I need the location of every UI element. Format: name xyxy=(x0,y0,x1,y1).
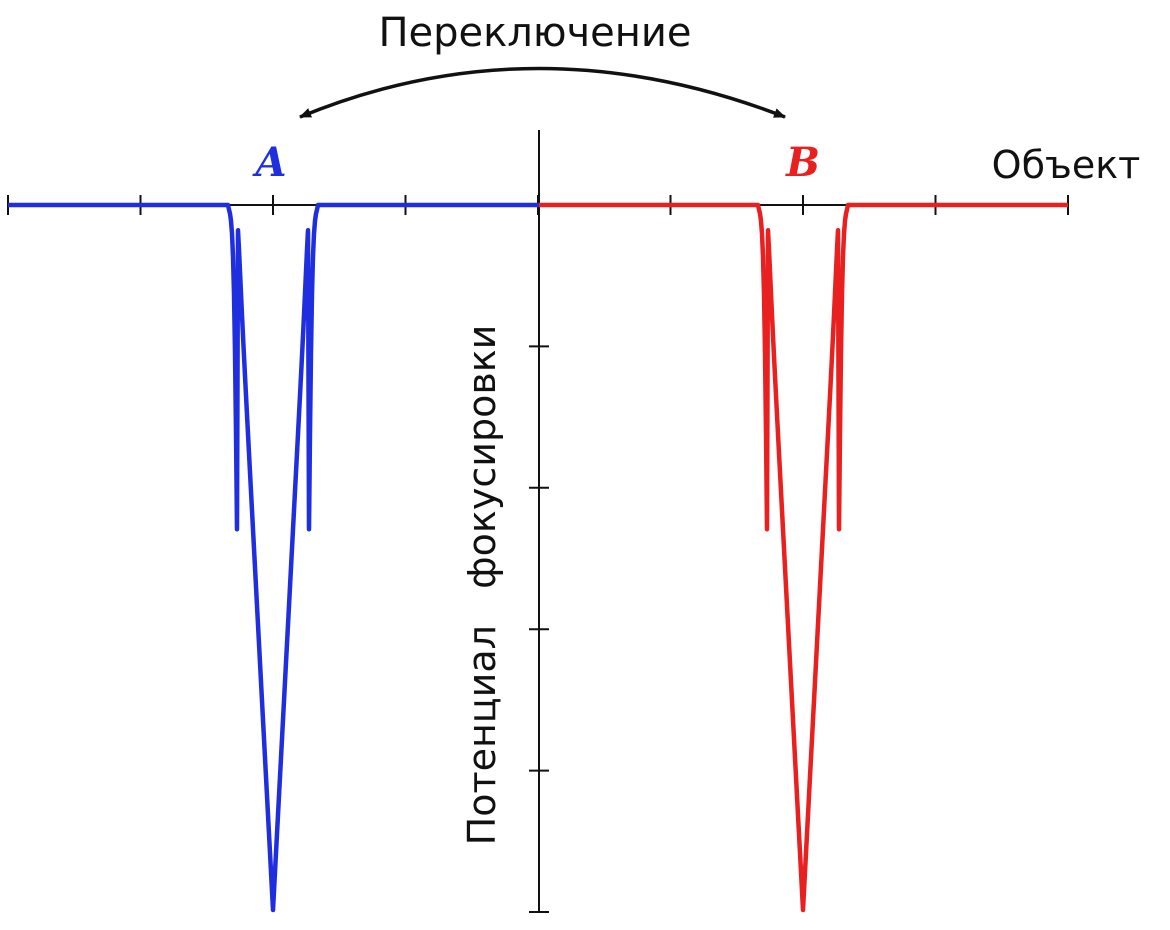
axes xyxy=(8,130,1068,912)
well-label-a: A xyxy=(251,139,286,186)
well-label-b: B xyxy=(785,139,820,186)
well-a-curve xyxy=(6,202,541,913)
well-b-curve xyxy=(537,202,1070,913)
x-axis-label: Объект xyxy=(992,143,1141,187)
potential-wells xyxy=(6,202,1070,913)
diagram-title: Переключение xyxy=(378,10,691,56)
switch-arrow xyxy=(299,66,786,119)
y-axis-label: Потенциал фокусировки xyxy=(460,325,504,846)
